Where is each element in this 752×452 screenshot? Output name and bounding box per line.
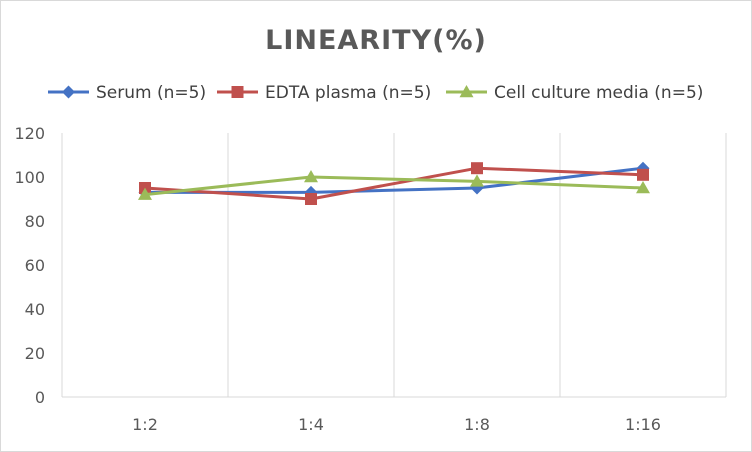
legend-label: Serum (n=5) <box>96 83 206 103</box>
legend-marker <box>231 86 244 98</box>
data-point <box>637 168 649 181</box>
y-tick-label: 120 <box>14 124 45 143</box>
x-tick-label: 1:4 <box>298 415 324 434</box>
legend-label: Cell culture media (n=5) <box>494 83 703 103</box>
y-tick-label: 40 <box>25 300 45 319</box>
data-point <box>305 193 317 205</box>
y-tick-label: 60 <box>25 256 45 275</box>
data-point <box>471 162 483 175</box>
plot-area <box>138 161 650 205</box>
legend-item: Serum (n=5) <box>48 83 206 103</box>
data-point <box>470 174 484 187</box>
series-line <box>143 166 645 201</box>
x-tick-label: 1:8 <box>464 415 490 434</box>
legend-marker <box>459 85 474 98</box>
legend-item: EDTA plasma (n=5) <box>217 83 431 103</box>
x-tick-label: 1:2 <box>132 415 158 434</box>
legend-label: EDTA plasma (n=5) <box>265 83 431 103</box>
series-line <box>143 175 645 197</box>
x-tick-label: 1:16 <box>625 415 661 434</box>
y-tick-label: 20 <box>25 344 45 363</box>
legend-marker <box>62 85 75 99</box>
series <box>138 170 650 200</box>
legend-item: Cell culture media (n=5) <box>446 83 703 103</box>
y-tick-label: 100 <box>14 168 45 187</box>
data-point <box>636 181 650 194</box>
data-point <box>138 187 152 200</box>
series <box>139 162 649 205</box>
x-axis: 1:2 1:4 1:8 1:16 <box>132 415 661 434</box>
chart-title: LINEARITY(%) <box>265 25 487 56</box>
grid <box>61 133 727 398</box>
y-tick-label: 80 <box>25 212 45 231</box>
y-tick-label: 0 <box>35 388 45 407</box>
data-point <box>304 170 318 183</box>
legend: Serum (n=5) EDTA plasma (n=5) Cell culture… <box>48 83 703 103</box>
y-axis: 0 20 40 60 80 100 120 <box>14 124 45 407</box>
